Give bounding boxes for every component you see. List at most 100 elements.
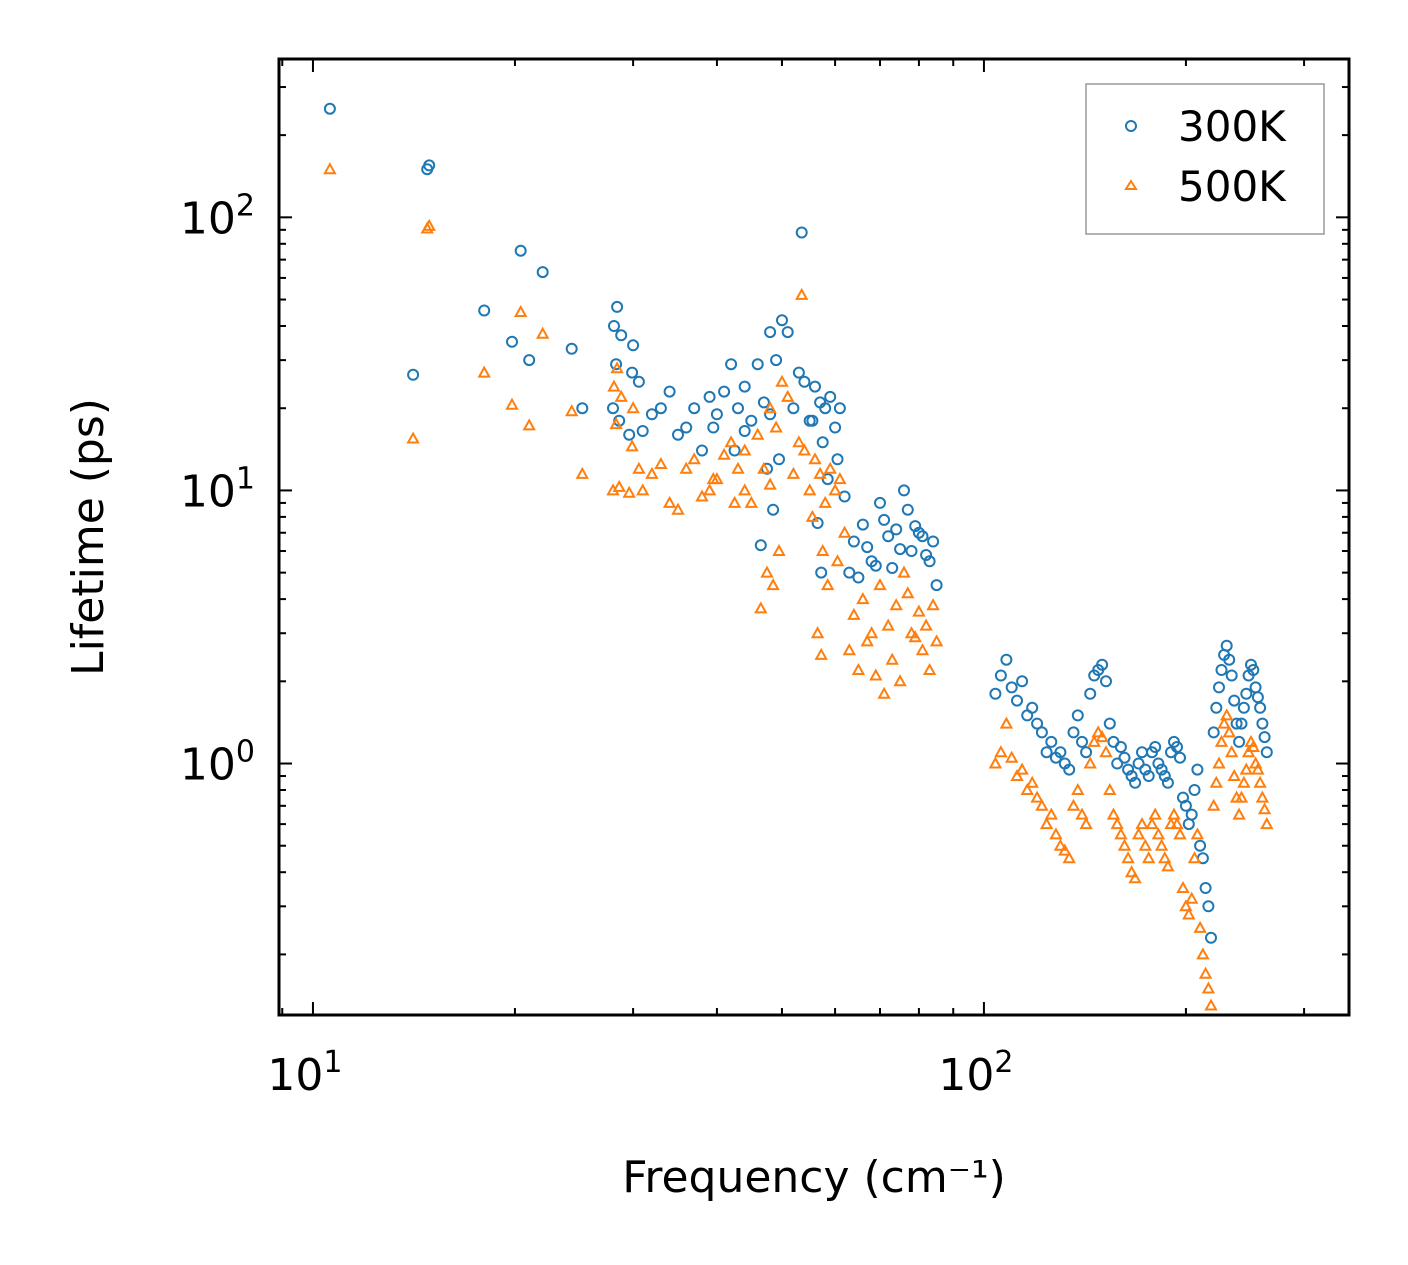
point-500k [813,466,827,479]
point-300k [806,414,819,427]
point-500k [1257,802,1272,815]
point-300k [798,375,811,388]
point-300k [831,453,844,466]
point-500k [612,479,626,492]
point-500k [1253,775,1267,788]
point-500k [406,431,420,444]
point-500k [818,495,832,508]
point-500k [915,643,930,656]
point-300k [615,329,628,342]
point-500k [632,461,646,474]
point-500k [625,439,639,452]
point-300k [506,335,518,348]
point-500k [724,435,738,448]
point-500k [1251,762,1265,775]
point-500k [795,287,809,300]
point-500k [1142,851,1156,864]
point-500k [717,447,731,460]
point-300k [1256,717,1269,730]
point-500k [808,452,822,465]
point-500k [754,601,768,614]
point-300k [1118,751,1131,764]
point-500k [1062,851,1076,864]
point-300k [407,368,420,381]
point-500k [994,745,1008,758]
point-500k [1128,871,1142,884]
point-500k [803,483,817,496]
point-300k [927,535,940,548]
point-500k [1058,843,1072,856]
point-300k [1084,687,1097,700]
point-500k [1095,730,1109,743]
point-300k [1149,741,1162,753]
point-300k [757,396,770,409]
point-500k [1075,807,1089,820]
point-300k [610,358,623,371]
point-500k [830,554,845,567]
point-500k [837,525,852,538]
point-300k [1071,709,1084,722]
point-300k [1260,746,1273,759]
point-500k [614,389,628,402]
point-500k [1121,851,1135,864]
point-300k [576,402,589,415]
point-500k [522,418,536,431]
point-500k [607,379,621,392]
legend-label-300k: 300K [1178,102,1287,151]
point-500k [1170,817,1184,830]
point-500k [1237,775,1251,788]
tick-labels: 101 102 100 101 102 [180,188,1014,1101]
point-300k [1225,669,1238,682]
point-300k [626,366,639,379]
point-300k [869,559,882,572]
point-300k [1161,776,1174,789]
point-500k [805,509,820,522]
point-500k [893,674,907,687]
point-300k [1045,735,1058,748]
point-300k [523,354,536,367]
point-300k [1035,726,1048,739]
point-300k [1237,701,1250,714]
point-300k [738,425,751,437]
point-500k [792,435,806,448]
point-500k [1232,807,1246,820]
point-300k [792,366,805,379]
point-500k [847,607,861,620]
point-300k [795,226,808,239]
point-500k [610,361,624,374]
point-500k [988,756,1003,769]
point-300k [1076,735,1088,748]
point-500k [1010,768,1024,781]
point-300k [1179,799,1192,812]
point-500k [1114,827,1128,840]
point-500k [505,397,519,410]
point-300k [874,496,886,509]
point-300k [1251,691,1264,704]
point-500k [609,417,623,430]
point-500k [1173,827,1187,840]
point-500k [842,643,856,656]
point-300k [852,571,865,584]
point-500k [1091,725,1105,738]
point-500k [873,578,887,591]
point-500k [1035,798,1049,811]
point-300k [1129,776,1142,789]
point-300k [1230,717,1243,730]
series-300k [323,102,1273,944]
point-300k [1139,763,1152,776]
point-300k [536,266,549,279]
point-300k [1194,839,1207,852]
x-tick-label: 101 [267,1045,342,1101]
point-300k [1158,770,1171,782]
point-300k [1258,731,1271,744]
point-500k [889,598,903,611]
point-500k [1204,998,1218,1011]
point-300k [1174,751,1186,764]
point-500k [912,604,926,617]
point-300k [767,503,780,516]
point-300k [1247,664,1260,676]
point-300k [1000,653,1013,666]
point-300k [1235,717,1248,730]
point-500k [1198,966,1213,979]
point-300k [1063,763,1076,776]
